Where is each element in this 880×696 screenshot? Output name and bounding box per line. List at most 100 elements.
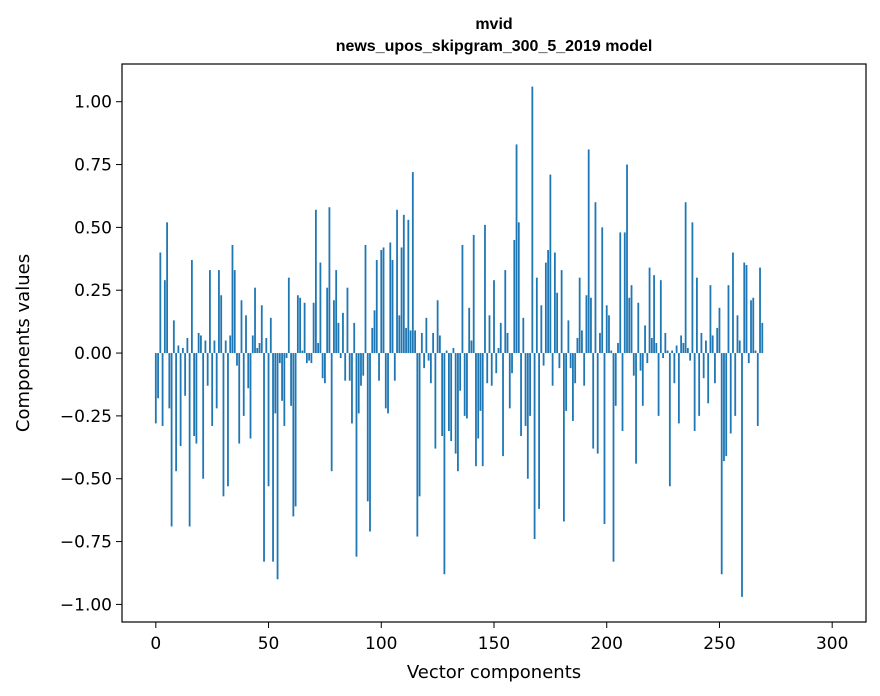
bar — [574, 353, 577, 384]
bar — [229, 335, 232, 354]
bar — [457, 353, 459, 472]
x-tick-label: 100 — [365, 634, 397, 654]
bar — [170, 353, 173, 527]
bar-series — [154, 86, 764, 597]
bar — [725, 353, 728, 457]
bar — [209, 270, 211, 354]
bar — [236, 353, 238, 366]
bar — [290, 353, 292, 406]
bar — [617, 343, 619, 354]
bar — [281, 353, 283, 401]
bar — [632, 353, 635, 376]
chart-subtitle: news_upos_skipgram_300_5_2019 model — [336, 38, 653, 55]
bar — [454, 353, 457, 454]
bar — [326, 287, 329, 354]
bar — [166, 222, 168, 354]
bar — [251, 335, 254, 354]
bar — [245, 315, 247, 354]
bar — [224, 340, 227, 354]
bar — [641, 353, 644, 406]
bar — [495, 353, 498, 374]
bar — [560, 270, 563, 354]
bar — [700, 332, 703, 354]
bar — [662, 353, 664, 359]
bar — [425, 317, 428, 354]
bar — [317, 343, 320, 354]
x-axis: 0 50 100 150 200 250 300 — [150, 622, 848, 654]
bar — [373, 310, 376, 354]
bar — [249, 353, 252, 439]
bar — [438, 335, 441, 354]
bar — [520, 353, 522, 436]
bar — [445, 350, 448, 354]
bar — [371, 327, 374, 354]
bar — [468, 307, 471, 354]
bar — [698, 353, 701, 416]
bar — [484, 224, 486, 354]
bar — [493, 280, 495, 354]
bar — [247, 353, 250, 389]
bar — [193, 353, 196, 436]
bar — [659, 280, 662, 354]
x-tick-label: 150 — [478, 634, 510, 654]
bar — [542, 353, 545, 366]
bar — [689, 353, 692, 361]
bar — [294, 353, 297, 507]
bar — [614, 353, 617, 406]
bar — [213, 340, 216, 354]
bar — [328, 207, 331, 354]
bar — [499, 322, 502, 354]
bar — [637, 302, 640, 354]
bar — [581, 330, 583, 354]
bar — [364, 244, 367, 354]
bar — [479, 353, 482, 411]
bar — [720, 353, 723, 575]
bar — [675, 345, 678, 354]
bar — [362, 353, 365, 376]
bar — [729, 353, 732, 434]
bar — [448, 353, 450, 431]
bar — [231, 244, 234, 354]
bar — [723, 353, 725, 462]
bar — [452, 348, 455, 354]
bar — [296, 295, 299, 354]
x-axis-label: Vector components — [407, 662, 581, 683]
bar — [664, 332, 667, 354]
bar — [321, 353, 324, 379]
bar — [741, 353, 743, 597]
bar — [502, 353, 504, 457]
bar — [301, 350, 304, 354]
bar — [333, 300, 335, 354]
bar — [612, 353, 615, 562]
bar — [382, 247, 385, 354]
bar — [608, 315, 610, 354]
bar — [391, 260, 394, 354]
bar — [308, 353, 311, 361]
bar — [718, 307, 721, 354]
bar — [686, 348, 689, 354]
bar — [605, 305, 608, 354]
bar — [310, 353, 313, 364]
bar — [551, 353, 554, 386]
bar — [227, 353, 229, 487]
bar — [353, 322, 356, 354]
bar — [276, 353, 279, 580]
bar — [287, 277, 290, 354]
bar — [578, 277, 581, 354]
bar — [163, 280, 166, 354]
bar — [335, 270, 338, 354]
bar — [754, 350, 757, 354]
bar — [619, 232, 622, 354]
bar — [159, 252, 162, 354]
bar — [653, 275, 655, 354]
bar — [411, 172, 414, 354]
bar — [497, 348, 500, 354]
bar — [594, 202, 597, 354]
bar — [285, 353, 288, 359]
bar — [186, 337, 189, 354]
bar — [380, 250, 383, 354]
y-tick-label: 1.00 — [74, 93, 112, 113]
bar — [522, 317, 525, 354]
bar — [472, 234, 475, 354]
